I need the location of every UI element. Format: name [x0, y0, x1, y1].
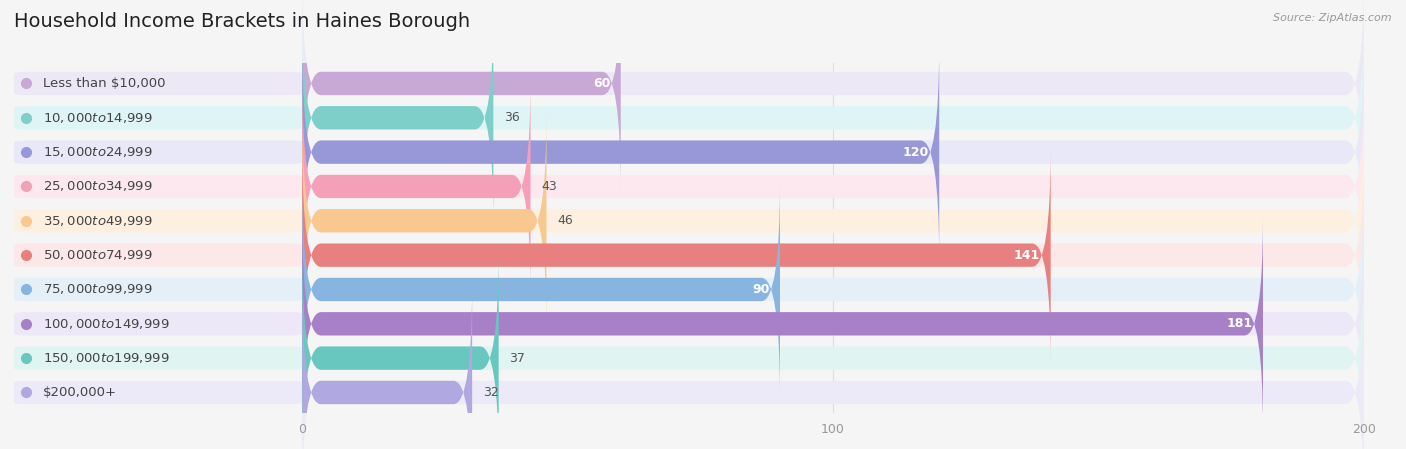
- Text: $200,000+: $200,000+: [44, 386, 117, 399]
- Text: 32: 32: [482, 386, 499, 399]
- Text: 90: 90: [752, 283, 769, 296]
- Text: $10,000 to $14,999: $10,000 to $14,999: [44, 111, 153, 125]
- FancyBboxPatch shape: [302, 0, 621, 192]
- Text: 43: 43: [541, 180, 557, 193]
- Text: Household Income Brackets in Haines Borough: Household Income Brackets in Haines Boro…: [14, 13, 470, 31]
- Text: 46: 46: [557, 214, 572, 227]
- FancyBboxPatch shape: [302, 44, 1364, 260]
- FancyBboxPatch shape: [302, 216, 1364, 432]
- FancyBboxPatch shape: [302, 284, 472, 449]
- Text: 60: 60: [593, 77, 610, 90]
- FancyBboxPatch shape: [302, 0, 1364, 192]
- FancyBboxPatch shape: [302, 250, 1364, 449]
- Text: Source: ZipAtlas.com: Source: ZipAtlas.com: [1274, 13, 1392, 23]
- FancyBboxPatch shape: [302, 181, 780, 398]
- FancyBboxPatch shape: [302, 9, 1364, 226]
- FancyBboxPatch shape: [302, 250, 499, 449]
- FancyBboxPatch shape: [14, 72, 302, 95]
- FancyBboxPatch shape: [302, 78, 1364, 295]
- FancyBboxPatch shape: [14, 381, 302, 404]
- FancyBboxPatch shape: [14, 243, 302, 267]
- FancyBboxPatch shape: [302, 112, 547, 329]
- Text: 120: 120: [903, 145, 928, 158]
- Text: $35,000 to $49,999: $35,000 to $49,999: [44, 214, 153, 228]
- Text: $25,000 to $34,999: $25,000 to $34,999: [44, 180, 153, 194]
- FancyBboxPatch shape: [14, 347, 302, 370]
- Text: $100,000 to $149,999: $100,000 to $149,999: [44, 317, 169, 331]
- FancyBboxPatch shape: [302, 147, 1364, 364]
- Text: 36: 36: [503, 111, 520, 124]
- FancyBboxPatch shape: [14, 175, 302, 198]
- Text: $75,000 to $99,999: $75,000 to $99,999: [44, 282, 153, 296]
- FancyBboxPatch shape: [14, 106, 302, 129]
- FancyBboxPatch shape: [302, 216, 1263, 432]
- FancyBboxPatch shape: [302, 112, 1364, 329]
- Text: 181: 181: [1226, 317, 1253, 330]
- Text: $15,000 to $24,999: $15,000 to $24,999: [44, 145, 153, 159]
- FancyBboxPatch shape: [302, 44, 939, 260]
- FancyBboxPatch shape: [302, 147, 1050, 364]
- Text: Less than $10,000: Less than $10,000: [44, 77, 166, 90]
- FancyBboxPatch shape: [14, 312, 302, 335]
- FancyBboxPatch shape: [302, 78, 530, 295]
- FancyBboxPatch shape: [14, 141, 302, 164]
- FancyBboxPatch shape: [302, 181, 1364, 398]
- Text: $150,000 to $199,999: $150,000 to $199,999: [44, 351, 169, 365]
- FancyBboxPatch shape: [302, 9, 494, 226]
- FancyBboxPatch shape: [14, 278, 302, 301]
- Text: 141: 141: [1014, 249, 1040, 262]
- FancyBboxPatch shape: [14, 209, 302, 233]
- Text: 37: 37: [509, 352, 526, 365]
- Text: $50,000 to $74,999: $50,000 to $74,999: [44, 248, 153, 262]
- FancyBboxPatch shape: [302, 284, 1364, 449]
